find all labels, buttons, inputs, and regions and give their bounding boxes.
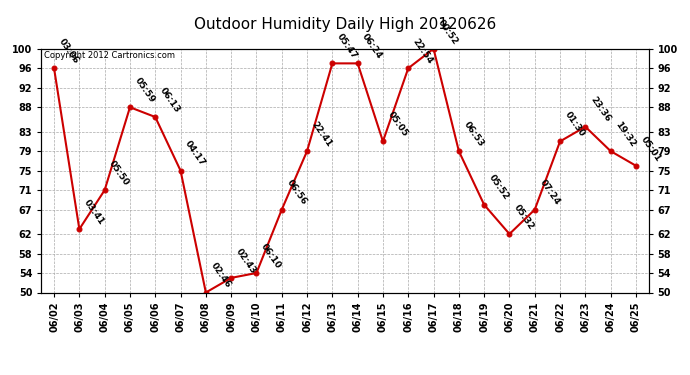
Text: 05:50: 05:50 [108, 159, 131, 188]
Text: Outdoor Humidity Daily High 20120626: Outdoor Humidity Daily High 20120626 [194, 17, 496, 32]
Text: 07:24: 07:24 [538, 178, 562, 207]
Text: 05:59: 05:59 [132, 76, 157, 105]
Text: 06:13: 06:13 [158, 86, 181, 114]
Text: 23:36: 23:36 [588, 95, 612, 124]
Text: 03:06: 03:06 [57, 37, 81, 66]
Text: 05:05: 05:05 [386, 110, 409, 139]
Text: 03:41: 03:41 [82, 198, 106, 226]
Text: 01:30: 01:30 [563, 110, 586, 139]
Text: 00:52: 00:52 [436, 18, 460, 46]
Text: 04:17: 04:17 [184, 139, 207, 168]
Text: 05:52: 05:52 [487, 174, 511, 202]
Text: 06:53: 06:53 [462, 120, 485, 148]
Text: 19:32: 19:32 [613, 120, 638, 148]
Text: 05:01: 05:01 [639, 135, 662, 163]
Text: 06:10: 06:10 [259, 242, 283, 270]
Text: 22:41: 22:41 [310, 120, 334, 148]
Text: 06:24: 06:24 [360, 32, 384, 61]
Text: Copyright 2012 Cartronics.com: Copyright 2012 Cartronics.com [44, 51, 175, 60]
Text: 02:46: 02:46 [208, 261, 233, 290]
Text: 02:43: 02:43 [234, 246, 258, 275]
Text: 05:32: 05:32 [512, 203, 536, 231]
Text: 22:54: 22:54 [411, 37, 435, 66]
Text: 06:56: 06:56 [284, 178, 308, 207]
Text: 05:47: 05:47 [335, 32, 359, 61]
